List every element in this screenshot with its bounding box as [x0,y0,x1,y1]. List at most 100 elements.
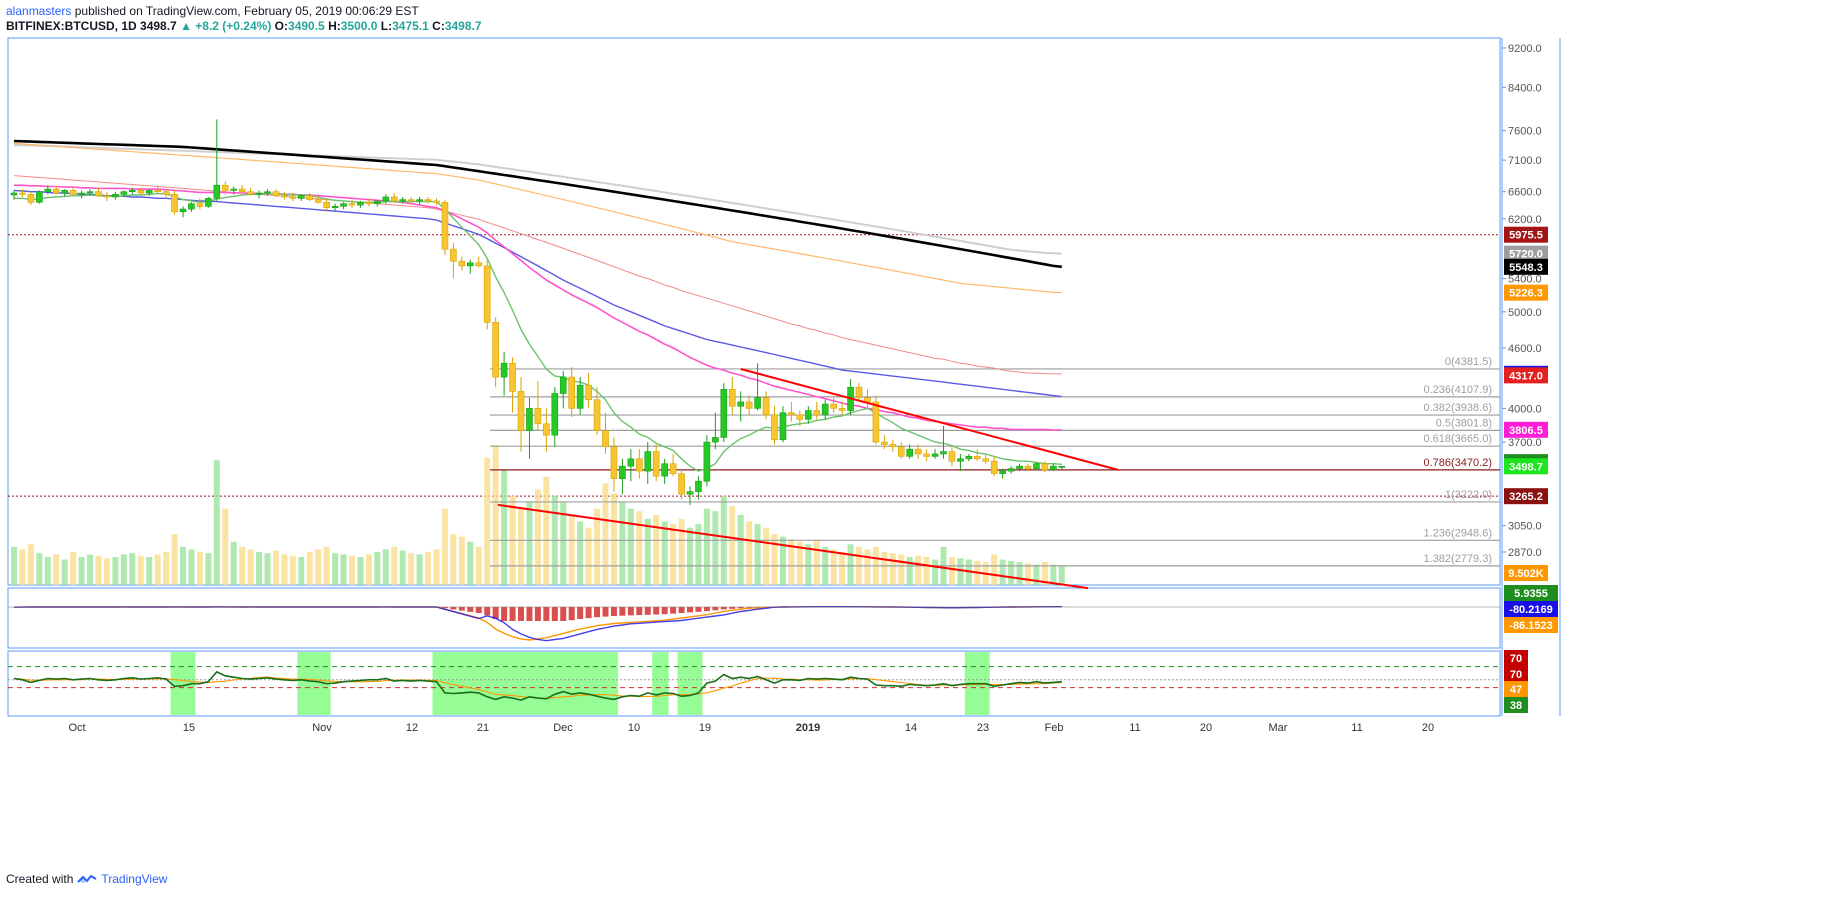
candle-body [154,190,161,193]
candle [923,449,930,462]
volume-bar [306,551,313,585]
symbol-name[interactable]: BITFINEX:BTCUSD, 1D [6,19,137,33]
candle-body [331,206,339,209]
volume-bar [247,549,254,585]
candle [289,193,297,201]
rsi-zone-band [432,652,618,715]
candle-body [36,191,43,203]
time-tick-label: Oct [68,722,85,734]
candle [27,191,35,206]
sma-red-line [13,175,1062,375]
candle-body [695,480,702,492]
candle [931,449,939,459]
candle-body [745,401,753,409]
candle [559,371,567,409]
macd-histogram-bar [670,607,677,614]
candle-body [374,200,381,204]
candle-body [602,430,609,448]
candle-body [205,198,212,207]
price-label-box [1504,367,1548,384]
trend-lines [497,368,1119,590]
candle-body [179,208,187,213]
candle-body [813,410,821,416]
time-tick-label: Mar [1269,722,1288,734]
candle-body [112,194,119,198]
candle-body [889,444,897,448]
candle-body [1024,465,1032,469]
time-tick-label: 10 [628,722,640,734]
rsi-label-text: 70 [1510,669,1522,681]
candle-body [264,191,271,194]
tradingview-brand-link[interactable]: TradingView [101,872,168,886]
candle [585,373,592,409]
candle [466,259,474,274]
candle [686,486,694,505]
fib-level-label: 0(4381.5) [1445,356,1492,368]
macd-histogram-bar [712,607,719,611]
candle [103,191,111,201]
candle [162,189,170,197]
candle-body [771,414,778,441]
candle [712,412,719,450]
candle-body [585,384,592,401]
volume-bar [610,493,617,585]
candle-body [95,191,102,196]
candle-body [610,446,618,479]
macd-histogram-bar [551,607,558,621]
candle-body [965,456,973,460]
volume-bar [577,521,584,585]
candle [145,189,153,196]
candle-body [728,389,736,407]
volume-bar [230,541,237,585]
ema-orange-line [13,142,1062,294]
candle-body [923,453,930,457]
tradingview-logo-icon [77,874,97,883]
candle [52,186,60,195]
candle-body [534,408,542,425]
candle [331,203,339,212]
candle-body [500,362,508,378]
volume-bar [289,555,296,585]
candle-body [441,202,449,250]
volume-bar [87,554,94,585]
volume-bar [425,551,432,585]
volume-bar [222,508,229,585]
volume-bar [408,553,415,585]
volume-bar [467,541,474,585]
candle [669,453,677,477]
volume-bar [154,554,161,585]
volume-bar [188,549,195,585]
candle [1058,465,1066,470]
macd-histogram-bar [467,607,474,612]
candle-body [289,196,297,199]
candle [1050,463,1057,472]
volume-bar [830,549,837,585]
time-axis: Oct 15 Nov 12 21 Dec 10 19 2019 14 23 Feb 11 20 Mar 11 2… [68,722,1434,734]
price-tick-label: 3050.0 [1508,521,1542,533]
price-label-box [1504,245,1548,262]
volume-bar [492,445,499,585]
candle [602,412,609,454]
volume-bar [61,559,68,585]
macd-histogram-bar [619,607,626,616]
macd-histogram-bar [585,607,592,619]
candle-body [788,412,795,416]
volume-bar [661,521,668,585]
volume-bar [906,557,913,585]
candle-body [593,399,601,431]
rsi-label-box [1504,697,1528,713]
volume-bar [932,559,939,585]
candle-body [27,194,35,203]
volume-bar [948,557,955,585]
volume-bar [999,559,1006,585]
author-link[interactable]: alanmasters [6,4,72,18]
candle [154,186,161,194]
candle [762,391,770,420]
volume-bar [272,550,279,585]
fib-level-label: 0.382(3938.6) [1424,402,1493,414]
volume-bar [70,551,77,585]
volume-bar [103,558,110,585]
candle-body [458,260,466,267]
candle-body [10,192,18,196]
